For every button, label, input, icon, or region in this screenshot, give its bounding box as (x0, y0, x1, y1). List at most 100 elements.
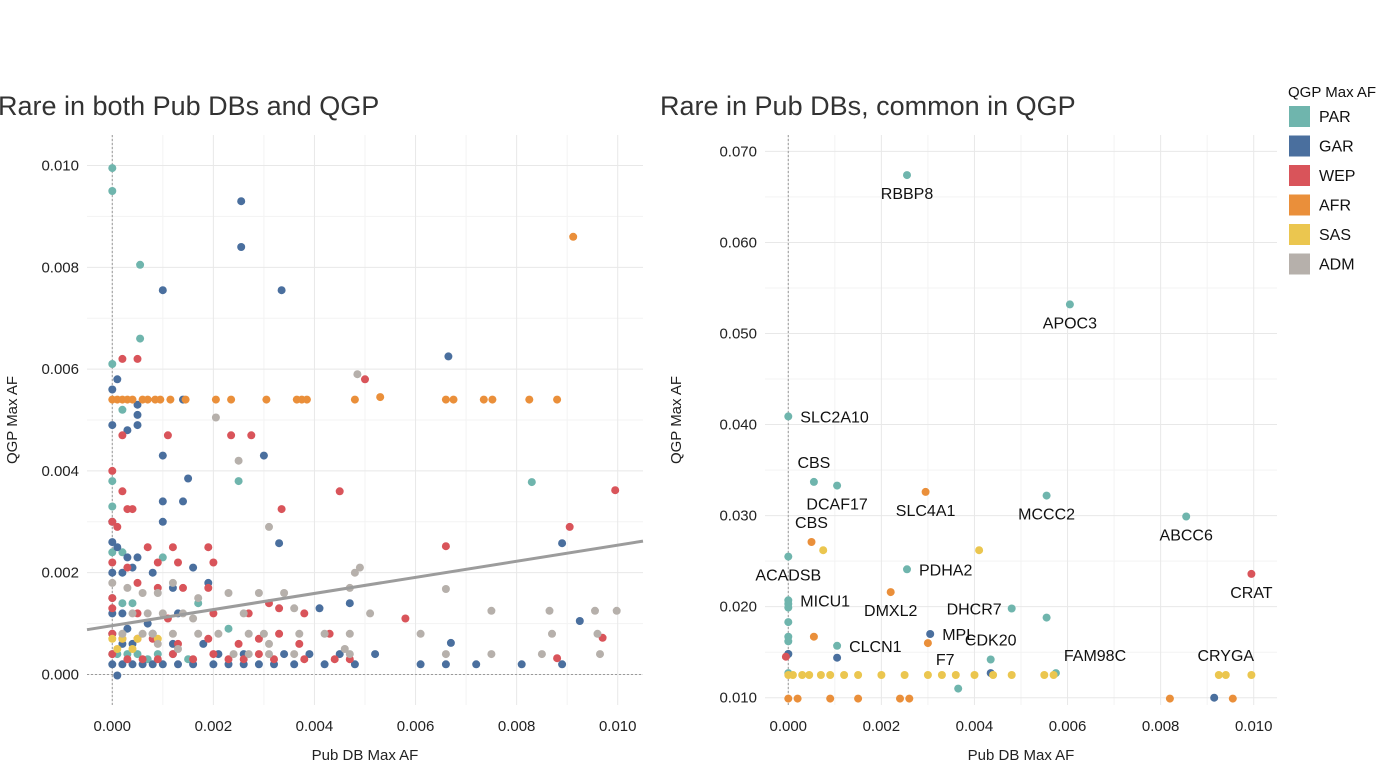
y-tick-label: 0.050 (719, 325, 757, 342)
point-par (118, 405, 127, 414)
point-adm (487, 650, 496, 659)
point-afr (376, 393, 385, 402)
point-par (1007, 604, 1016, 613)
point-adm (545, 606, 554, 615)
point-sas (951, 671, 960, 679)
point-gar (558, 660, 567, 669)
y-axis-label: QGP Max AF (668, 376, 685, 464)
trend-line (86, 539, 644, 632)
point-sas (970, 671, 979, 679)
point-gar (113, 671, 122, 680)
point-gar (290, 660, 299, 669)
x-tick-label: 0.006 (1049, 718, 1087, 735)
point-adm (350, 568, 359, 577)
gene-label: MPL (942, 627, 975, 644)
point-par (224, 624, 233, 633)
point-gar (335, 650, 344, 659)
point-afr (854, 694, 863, 703)
gene-label: FAM98C (1064, 648, 1126, 665)
point-afr (156, 395, 165, 404)
y-tick-label: 0.000 (41, 666, 79, 683)
point-sas (113, 645, 122, 653)
point-par (108, 360, 117, 368)
point-par (108, 502, 117, 511)
point-wep (143, 543, 152, 552)
point-wep (123, 563, 132, 572)
point-gar (133, 553, 142, 562)
point-adm (548, 629, 556, 638)
point-afr (525, 395, 534, 404)
legend-title: QGP Max AF (1288, 84, 1376, 101)
x-tick-label: 0.010 (599, 718, 637, 735)
panel-title: Rare in Pub DBs, common in QGP (660, 91, 1076, 121)
point-wep (209, 558, 218, 567)
point-adm (194, 629, 203, 638)
point-sas (826, 671, 835, 679)
point-sas (1040, 671, 1049, 679)
point-gar (575, 617, 584, 625)
point-par (1042, 491, 1051, 500)
y-tick-label: 0.002 (41, 565, 79, 582)
point-gar (371, 650, 380, 659)
y-tick-label: 0.004 (41, 463, 79, 480)
point-gar (179, 497, 187, 506)
point-wep (209, 650, 218, 659)
point-par (784, 637, 793, 646)
point-gar (277, 286, 286, 295)
point-adm (158, 609, 167, 618)
point-adm (593, 629, 602, 638)
y-tick-label: 0.010 (719, 690, 757, 707)
point-adm (229, 650, 238, 659)
x-tick-label: 0.008 (1142, 718, 1180, 735)
point-wep (441, 542, 450, 551)
point-par (809, 477, 818, 486)
legend-swatch-par (1289, 106, 1310, 127)
point-wep (270, 655, 278, 664)
panel-rare-both: 0.000 0.002 0.004 0.006 0.008 0.010 0.000 0.002… (0, 91, 644, 761)
panel-title: Rare in both Pub DBs and QGP (0, 91, 379, 121)
point-adm (355, 563, 364, 572)
point-par (1065, 300, 1074, 309)
gene-label: PDHA2 (919, 562, 972, 579)
point-sas (788, 671, 797, 679)
point-wep (108, 650, 117, 659)
gene-label: CRAT (1230, 585, 1273, 602)
point-gar (123, 553, 132, 562)
point-afr (441, 395, 450, 404)
point-par (784, 552, 793, 561)
point-wep (553, 654, 562, 663)
point-adm (224, 589, 233, 597)
x-axis-label: Pub DB Max AF (312, 747, 419, 761)
scatter-points (781, 171, 1256, 703)
point-par (133, 650, 142, 659)
point-gar (113, 375, 122, 384)
point-gar (158, 497, 167, 506)
point-par (833, 641, 842, 650)
point-adm (138, 629, 147, 638)
point-wep (128, 505, 137, 514)
point-wep (133, 354, 142, 363)
point-adm (123, 583, 132, 592)
point-afr (181, 395, 190, 404)
point-gar (833, 653, 842, 662)
point-gar (320, 660, 329, 669)
point-sas (1221, 671, 1230, 679)
point-gar (345, 599, 354, 608)
x-tick-label: 0.000 (93, 718, 131, 735)
gene-label: CLCN1 (849, 639, 902, 656)
point-gar (108, 568, 117, 577)
x-tick-label: 0.004 (956, 718, 994, 735)
y-tick-label: 0.040 (719, 417, 757, 434)
point-afr (1228, 694, 1237, 703)
point-sas (923, 671, 932, 679)
point-sas (805, 671, 814, 679)
point-gar (199, 639, 208, 648)
point-adm (194, 594, 203, 603)
point-afr (896, 694, 904, 703)
point-adm (265, 522, 273, 531)
point-wep (361, 375, 369, 384)
point-adm (148, 629, 157, 638)
point-gar (123, 426, 132, 435)
point-adm (143, 609, 152, 618)
point-adm (265, 639, 273, 648)
